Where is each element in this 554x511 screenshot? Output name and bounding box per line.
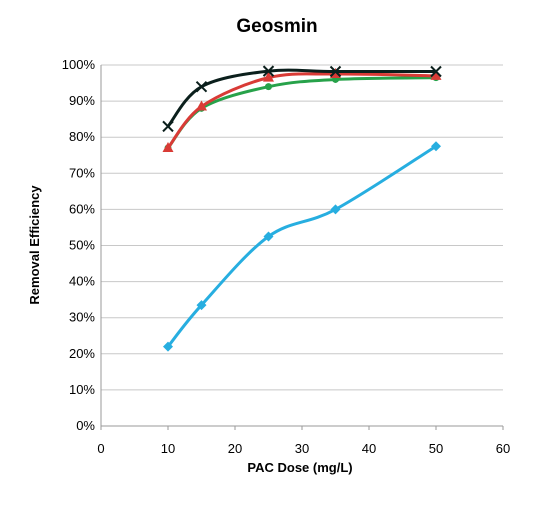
data-point-circle [265,83,272,91]
y-axis-label: Removal Efficiency [27,185,42,305]
y-tick-label: 70% [69,165,95,180]
series-line [166,72,437,149]
y-tick-label: 40% [69,274,95,289]
series-line [166,68,437,128]
y-tick-label: 50% [69,238,95,253]
data-point-x [162,120,174,133]
data-point-triangle [430,69,442,80]
data-point-triangle [162,142,174,153]
chart-title: Geosmin [236,16,318,37]
x-tick-label: 40 [362,441,376,456]
y-tick-label: 80% [69,129,95,144]
data-point-diamond [263,231,274,242]
y-tick-label: 90% [69,93,95,108]
tick-labels: 0% 10% 20% 30% 40% 50% 60% 70% 80% 90% 100% 0 10 20 30… [62,57,510,456]
data-point-diamond [163,341,173,352]
gridlines [101,64,503,391]
y-tick-label: 100% [62,57,96,72]
data-point-triangle [196,100,207,111]
x-tick-label: 20 [228,441,242,456]
x-tick-label: 0 [97,441,104,456]
data-point-diamond [431,141,441,152]
x-tick-label: 60 [496,441,510,456]
data-point-x [329,65,342,78]
x-tick-label: 10 [161,441,175,456]
x-axis-label: PAC Dose (mg/L) [247,460,352,475]
y-tick-label: 20% [69,346,95,361]
data-point-diamond [196,300,207,311]
data-point-diamond [330,204,341,215]
data-point-x [430,65,442,78]
x-tick-label: 30 [295,441,309,456]
y-tick-label: 30% [69,310,95,325]
data-point-x [262,65,275,77]
series-line [166,144,437,348]
axes [100,65,504,430]
x-tick-label: 50 [429,441,443,456]
y-tick-label: 0% [76,418,95,433]
data-point-triangle [263,71,274,82]
data-point-x [195,80,208,93]
series-lines [162,65,442,352]
y-tick-label: 60% [69,201,95,216]
y-tick-label: 10% [69,382,95,397]
